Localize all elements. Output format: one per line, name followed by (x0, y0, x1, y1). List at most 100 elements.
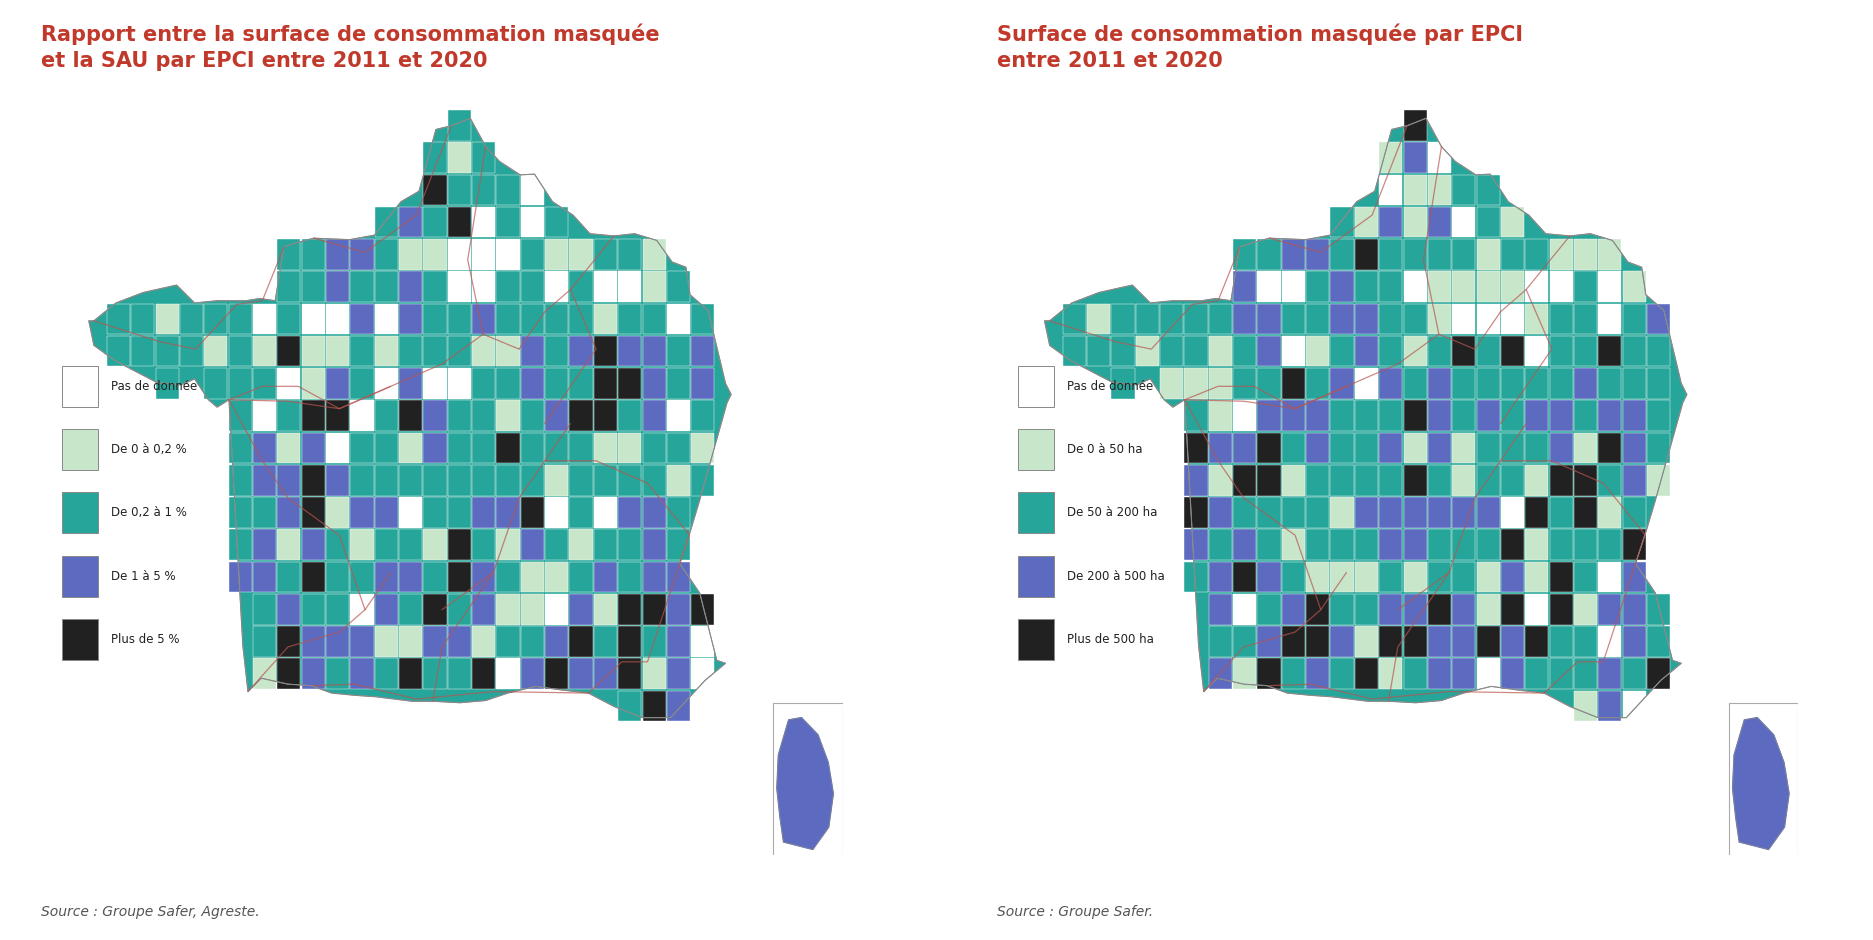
Bar (1573, 239, 1596, 270)
Bar (1573, 368, 1596, 399)
Bar (1646, 432, 1669, 463)
Bar (1549, 432, 1571, 463)
Bar (667, 626, 689, 657)
Bar (1573, 304, 1596, 335)
Bar (1403, 465, 1425, 495)
Bar (1622, 691, 1644, 721)
Bar (1379, 562, 1401, 592)
Bar (180, 336, 202, 367)
Bar (448, 175, 470, 205)
Bar (472, 626, 494, 657)
Bar (448, 562, 470, 592)
Bar (1257, 465, 1279, 495)
Bar (1379, 529, 1401, 560)
Bar (1476, 658, 1498, 689)
Bar (472, 400, 494, 431)
Bar (326, 336, 348, 367)
Bar (1500, 562, 1523, 592)
Bar (594, 594, 616, 624)
Bar (1403, 368, 1425, 399)
Bar (399, 239, 421, 270)
Bar (350, 594, 373, 624)
Bar (594, 400, 616, 431)
Bar (1305, 239, 1328, 270)
Bar (253, 368, 275, 399)
Bar (1549, 400, 1571, 431)
Bar (1232, 432, 1255, 463)
Bar (1476, 272, 1498, 302)
Bar (1549, 465, 1571, 495)
Bar (496, 626, 519, 657)
Bar (448, 368, 470, 399)
Bar (1427, 336, 1450, 367)
Bar (1525, 465, 1547, 495)
Bar (1646, 368, 1669, 399)
Bar (1622, 400, 1644, 431)
Bar (155, 336, 178, 367)
Bar (545, 304, 568, 335)
Bar (1525, 239, 1547, 270)
Bar (1257, 529, 1279, 560)
Bar (1330, 497, 1352, 527)
Bar (594, 497, 616, 527)
Bar (691, 465, 714, 495)
Bar (1208, 400, 1231, 431)
Bar (521, 562, 543, 592)
Bar (1622, 562, 1644, 592)
Bar (618, 626, 641, 657)
Bar (1525, 304, 1547, 335)
Bar (1354, 562, 1377, 592)
Bar (496, 239, 519, 270)
Bar (545, 594, 568, 624)
Bar (204, 368, 227, 399)
Bar (472, 658, 494, 689)
Bar (1354, 432, 1377, 463)
Bar (399, 562, 421, 592)
Bar (1257, 626, 1279, 657)
Bar (1232, 272, 1255, 302)
Bar (1500, 658, 1523, 689)
Bar (1330, 368, 1352, 399)
Polygon shape (1733, 717, 1789, 850)
Bar (399, 465, 421, 495)
Bar (1379, 272, 1401, 302)
Bar (1281, 465, 1304, 495)
Bar (326, 465, 348, 495)
Bar (1427, 529, 1450, 560)
Bar (521, 336, 543, 367)
Bar (1184, 432, 1206, 463)
Bar (1500, 432, 1523, 463)
Bar (1622, 368, 1644, 399)
Bar (302, 272, 324, 302)
Bar (1573, 594, 1596, 624)
Bar (277, 272, 300, 302)
Bar (667, 594, 689, 624)
Polygon shape (777, 717, 833, 850)
Bar (1476, 497, 1498, 527)
Bar (1427, 142, 1450, 173)
Bar (618, 594, 641, 624)
Bar (1403, 175, 1425, 205)
Bar (1184, 368, 1206, 399)
Bar (521, 626, 543, 657)
Bar (423, 336, 446, 367)
Bar (423, 562, 446, 592)
Bar (1525, 497, 1547, 527)
Bar (521, 239, 543, 270)
Bar (375, 465, 397, 495)
Bar (253, 465, 275, 495)
Bar (1427, 368, 1450, 399)
Bar (1257, 304, 1279, 335)
Bar (375, 658, 397, 689)
Bar (1622, 626, 1644, 657)
Bar (521, 304, 543, 335)
Bar (1622, 497, 1644, 527)
Bar (1281, 239, 1304, 270)
Bar (253, 658, 275, 689)
Bar (1330, 304, 1352, 335)
Bar (302, 529, 324, 560)
Bar (594, 626, 616, 657)
Bar (350, 562, 373, 592)
Bar (302, 400, 324, 431)
Bar (496, 400, 519, 431)
